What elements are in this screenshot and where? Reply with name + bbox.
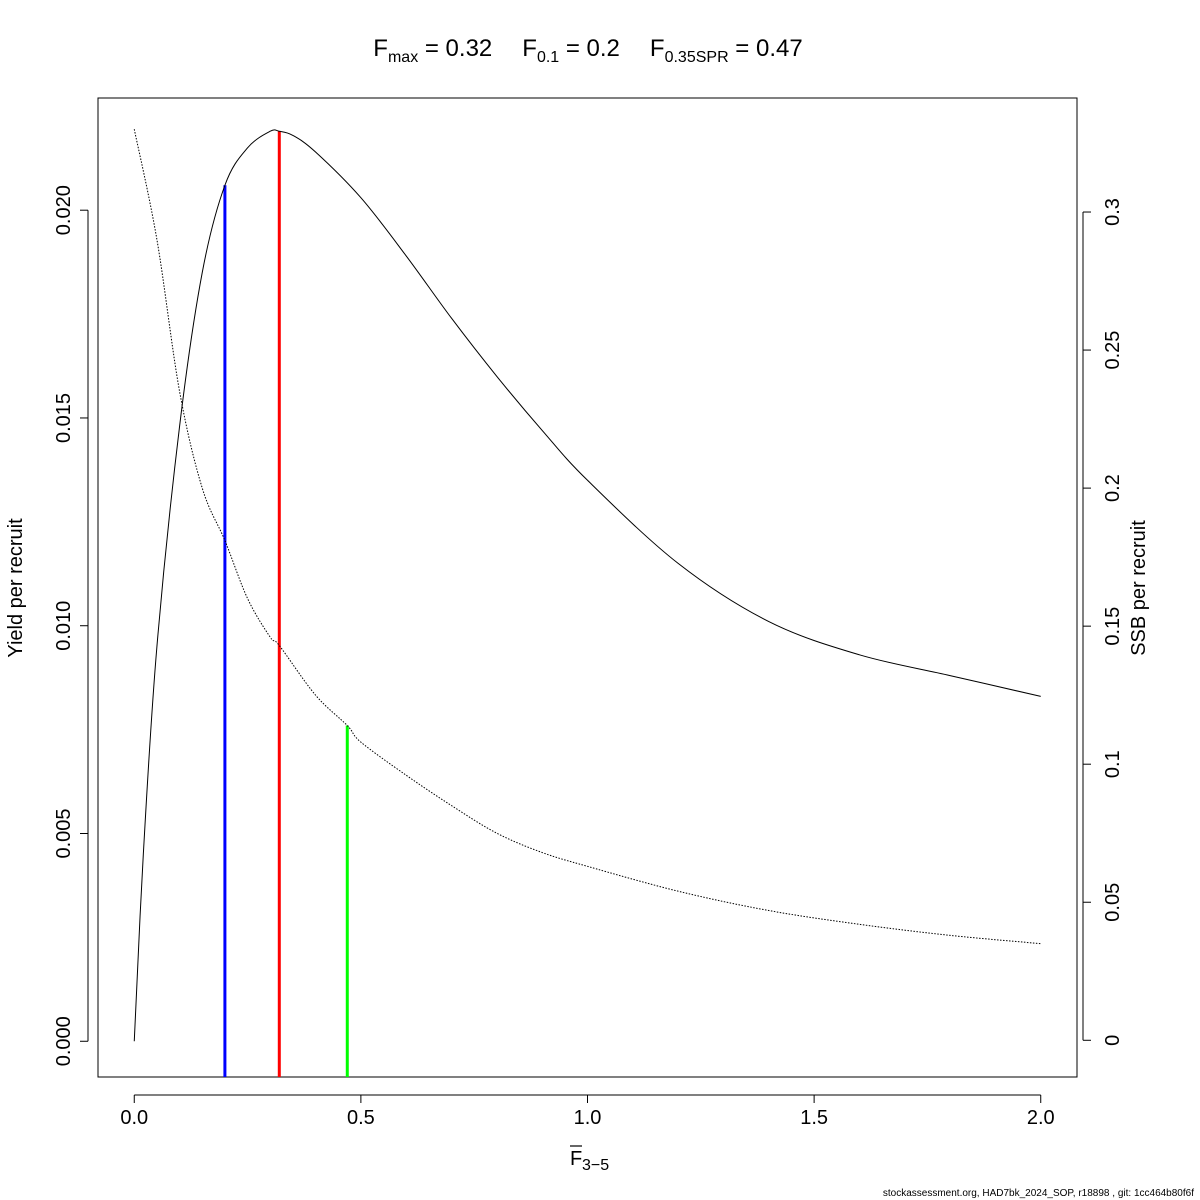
x-tick-label: 2.0 — [1027, 1107, 1055, 1129]
x-axis-title: F 3−5 — [570, 1145, 609, 1174]
series-layer — [133, 129, 1041, 1042]
x-tick-label: 1.5 — [800, 1107, 828, 1129]
x-axis: 0.0 0.5 1.0 1.5 2.0 — [120, 1094, 1055, 1129]
y-right-axis-title: SSB per recruit — [1128, 520, 1150, 656]
title-part-2-sub: 0.35SPR — [665, 49, 729, 66]
y-right-axis: 0 0.05 0.1 0.15 0.2 0.25 0.3 — [1082, 198, 1124, 1046]
y-right-tick-label: 0 — [1102, 1035, 1124, 1046]
footer-caption: stockassessment.org, HAD7bk_2024_SOP, r1… — [883, 1188, 1194, 1199]
title-part-1-value: = 0.2 — [559, 35, 620, 62]
chart-title: Fmax = 0.32 F0.1 = 0.2 F0.35SPR = 0.47 — [373, 35, 802, 66]
title-part-2-value: = 0.47 — [729, 35, 803, 62]
y-left-tick-label: 0.000 — [53, 1016, 75, 1066]
x-axis-title-sub: 3−5 — [582, 1157, 609, 1174]
y-left-axis-title: Yield per recruit — [5, 518, 27, 658]
ssb-per-recruit-line — [133, 129, 1041, 945]
y-right-tick-label: 0.15 — [1102, 607, 1124, 646]
y-left-tick-label: 0.015 — [53, 393, 75, 443]
title-part-0-value: = 0.32 — [418, 35, 492, 62]
title-part-0-main: F — [373, 35, 388, 62]
x-axis-title-main: F — [570, 1148, 582, 1170]
title-part-0-sub: max — [388, 49, 418, 66]
y-right-tick-label: 0.2 — [1102, 474, 1124, 502]
y-right-tick-label: 0.05 — [1102, 883, 1124, 922]
x-tick-label: 0.0 — [120, 1107, 148, 1129]
title-part-1-sub: 0.1 — [537, 49, 559, 66]
title-part-1-main: F — [522, 35, 537, 62]
plot-frame — [97, 97, 1078, 1078]
y-left-tick-label: 0.005 — [53, 808, 75, 858]
y-right-tick-label: 0.3 — [1102, 198, 1124, 226]
y-left-tick-label: 0.020 — [53, 185, 75, 235]
y-right-tick-label: 0.25 — [1102, 331, 1124, 370]
y-left-axis: 0.000 0.005 0.010 0.015 0.020 — [53, 185, 89, 1066]
y-left-tick-label: 0.010 — [53, 601, 75, 651]
x-tick-label: 0.5 — [347, 1107, 375, 1129]
y-right-tick-label: 0.1 — [1102, 750, 1124, 778]
reference-lines — [223, 131, 349, 1077]
x-tick-label: 1.0 — [574, 1107, 602, 1129]
yield-per-recruit-line — [133, 129, 1041, 1042]
title-part-2-main: F — [650, 35, 665, 62]
